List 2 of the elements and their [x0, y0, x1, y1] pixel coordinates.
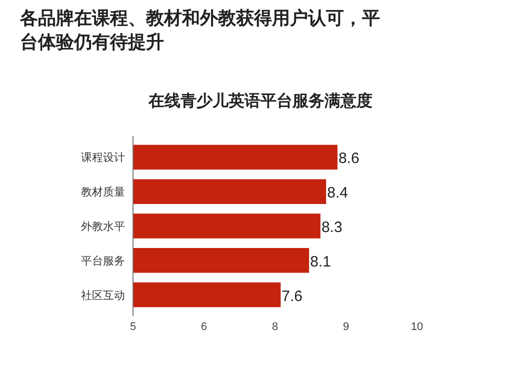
subtitle: 在线青少儿英语平台服务满意度	[148, 93, 372, 110]
title: 各品牌在课程、教材和外教获得用户认可，平台体验仍有待提升	[20, 8, 380, 52]
